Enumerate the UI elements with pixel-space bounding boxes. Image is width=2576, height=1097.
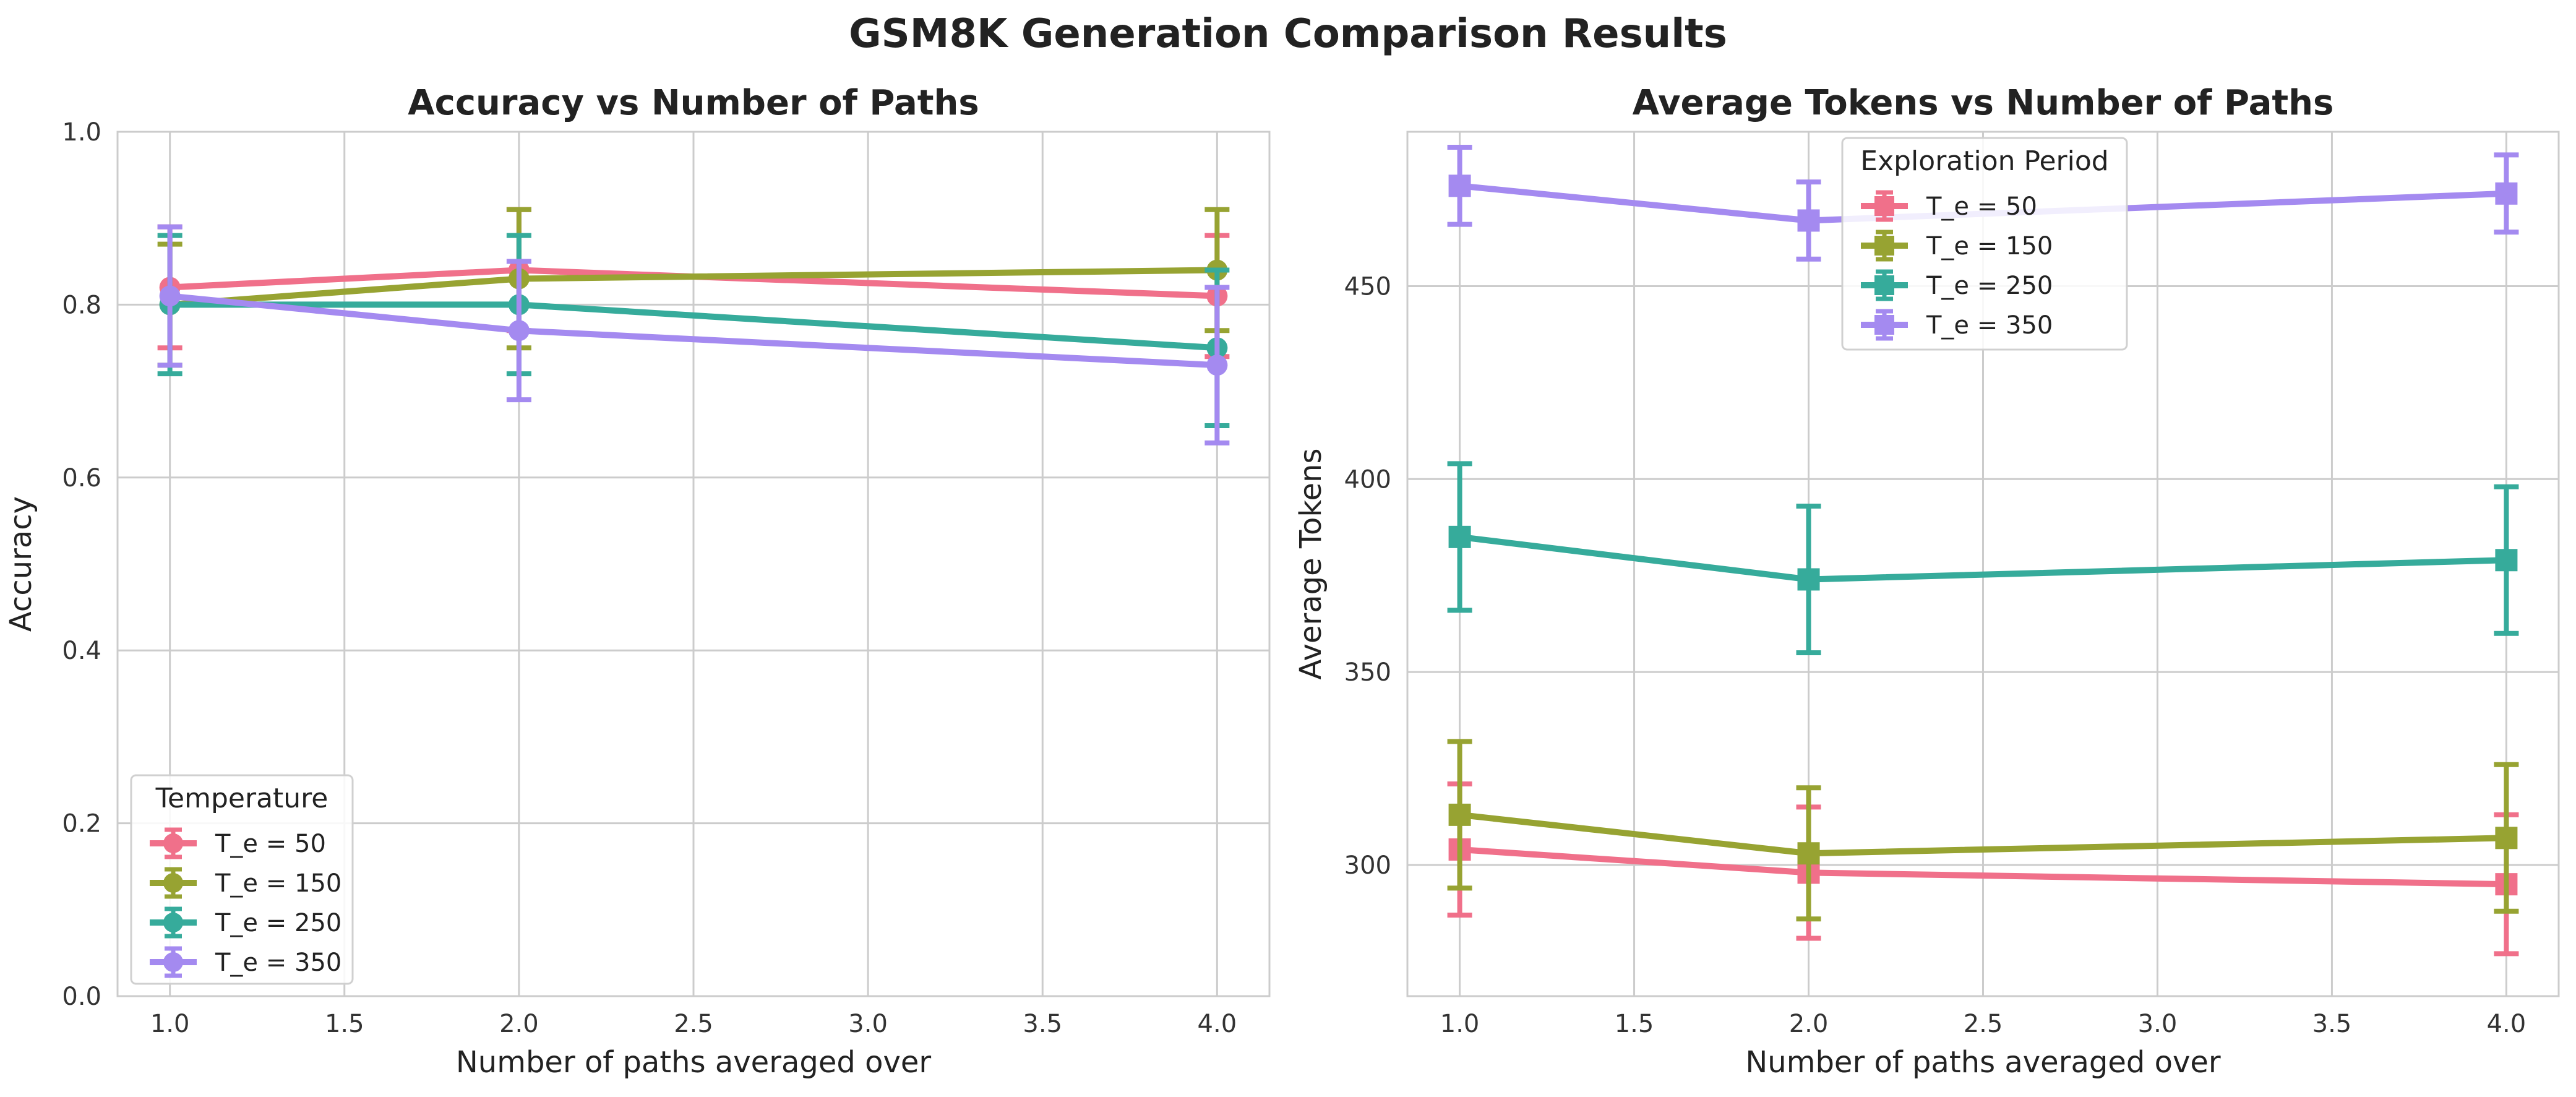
legend-marker <box>1874 315 1894 335</box>
data-point <box>1797 842 1820 865</box>
legend-marker <box>163 913 183 932</box>
legend-label: T_e = 250 <box>1926 272 2053 300</box>
data-point <box>2495 182 2518 205</box>
y-tick-label: 0.0 <box>62 983 101 1011</box>
legend-label: T_e = 250 <box>215 909 341 937</box>
y-tick-label: 350 <box>1344 658 1391 687</box>
series-2 <box>1447 461 2519 655</box>
data-point <box>159 285 181 307</box>
series-1 <box>1447 739 2519 922</box>
data-point <box>1448 803 1471 826</box>
legend-label: T_e = 50 <box>215 830 326 858</box>
legend: Exploration Period T_e = 50 T_e = 150 T_e =… <box>1841 137 2128 351</box>
legend-label: T_e = 350 <box>1926 311 2053 340</box>
x-axis-label: Number of paths averaged over <box>1745 1045 2221 1080</box>
legend-marker <box>163 952 183 972</box>
data-point <box>2495 549 2518 572</box>
y-tick-label: 1.0 <box>62 118 101 147</box>
legend-label: T_e = 150 <box>215 869 341 898</box>
x-tick-label: 1.5 <box>1615 1010 1654 1038</box>
data-point <box>1206 355 1228 376</box>
accuracy-chart: 1.0 1.5 2.0 2.5 3.0 3.5 4.0 0.0 0.2 0.4 0.6 0.8 1.0 A… <box>4 83 1271 1080</box>
legend-marker <box>163 873 183 893</box>
x-tick-label: 2.0 <box>499 1010 539 1038</box>
y-tick-label: 450 <box>1344 272 1391 301</box>
data-point <box>2495 827 2518 850</box>
x-tick-label: 1.5 <box>325 1010 364 1038</box>
legend: Temperature T_e = 50 T_e = 150 T_e = 250 T_e… <box>130 774 354 985</box>
x-tick-label: 3.5 <box>2312 1010 2352 1038</box>
y-tick-label: 0.6 <box>62 464 101 493</box>
y-tick-label: 0.4 <box>62 637 101 665</box>
legend-label: T_e = 150 <box>1926 232 2053 260</box>
x-tick-label: 3.0 <box>2138 1010 2178 1038</box>
legend-box <box>1841 137 2128 351</box>
chart-title: Accuracy vs Number of Paths <box>408 83 979 123</box>
x-tick-label: 3.0 <box>848 1010 888 1038</box>
x-tick-label: 2.5 <box>1964 1010 2003 1038</box>
y-axis-label: Accuracy <box>4 496 38 632</box>
plot-frame <box>1406 131 2560 997</box>
chart-title: Average Tokens vs Number of Paths <box>1633 83 2334 123</box>
legend-label: T_e = 50 <box>1926 192 2037 221</box>
data-point <box>1797 209 1820 232</box>
y-tick-label: 0.2 <box>62 810 101 838</box>
x-tick-label: 1.0 <box>150 1010 190 1038</box>
legend-marker <box>1874 236 1894 256</box>
y-tick-label: 400 <box>1344 465 1391 494</box>
legend-box <box>130 774 354 985</box>
plot-frame <box>116 131 1271 997</box>
legend-title: Temperature <box>155 783 328 814</box>
legend-marker <box>1874 275 1894 295</box>
legend-title: Exploration Period <box>1860 145 2108 177</box>
legend-marker <box>1874 196 1894 216</box>
data-point <box>508 320 530 342</box>
y-axis-label: Average Tokens <box>1294 449 1328 680</box>
x-tick-label: 2.5 <box>674 1010 713 1038</box>
tokens-chart: 1.0 1.5 2.0 2.5 3.0 3.5 4.0 300 350 400 450 Average… <box>1294 83 2560 1080</box>
data-point <box>1448 525 1471 548</box>
x-tick-label: 1.0 <box>1440 1010 1480 1038</box>
y-tick-label: 300 <box>1344 851 1391 880</box>
data-point <box>1797 568 1820 591</box>
data-point <box>1448 174 1471 197</box>
legend-marker <box>163 833 183 853</box>
x-tick-label: 4.0 <box>2487 1010 2527 1038</box>
x-axis-label: Number of paths averaged over <box>456 1045 932 1080</box>
series-3 <box>1447 144 2519 262</box>
x-tick-label: 3.5 <box>1023 1010 1062 1038</box>
x-tick-label: 2.0 <box>1789 1010 1829 1038</box>
figure-title: GSM8K Generation Comparison Results <box>849 11 1727 57</box>
legend-label: T_e = 350 <box>215 949 341 977</box>
x-tick-label: 4.0 <box>1198 1010 1237 1038</box>
series-3 <box>157 224 1230 445</box>
y-tick-label: 0.8 <box>62 291 101 319</box>
